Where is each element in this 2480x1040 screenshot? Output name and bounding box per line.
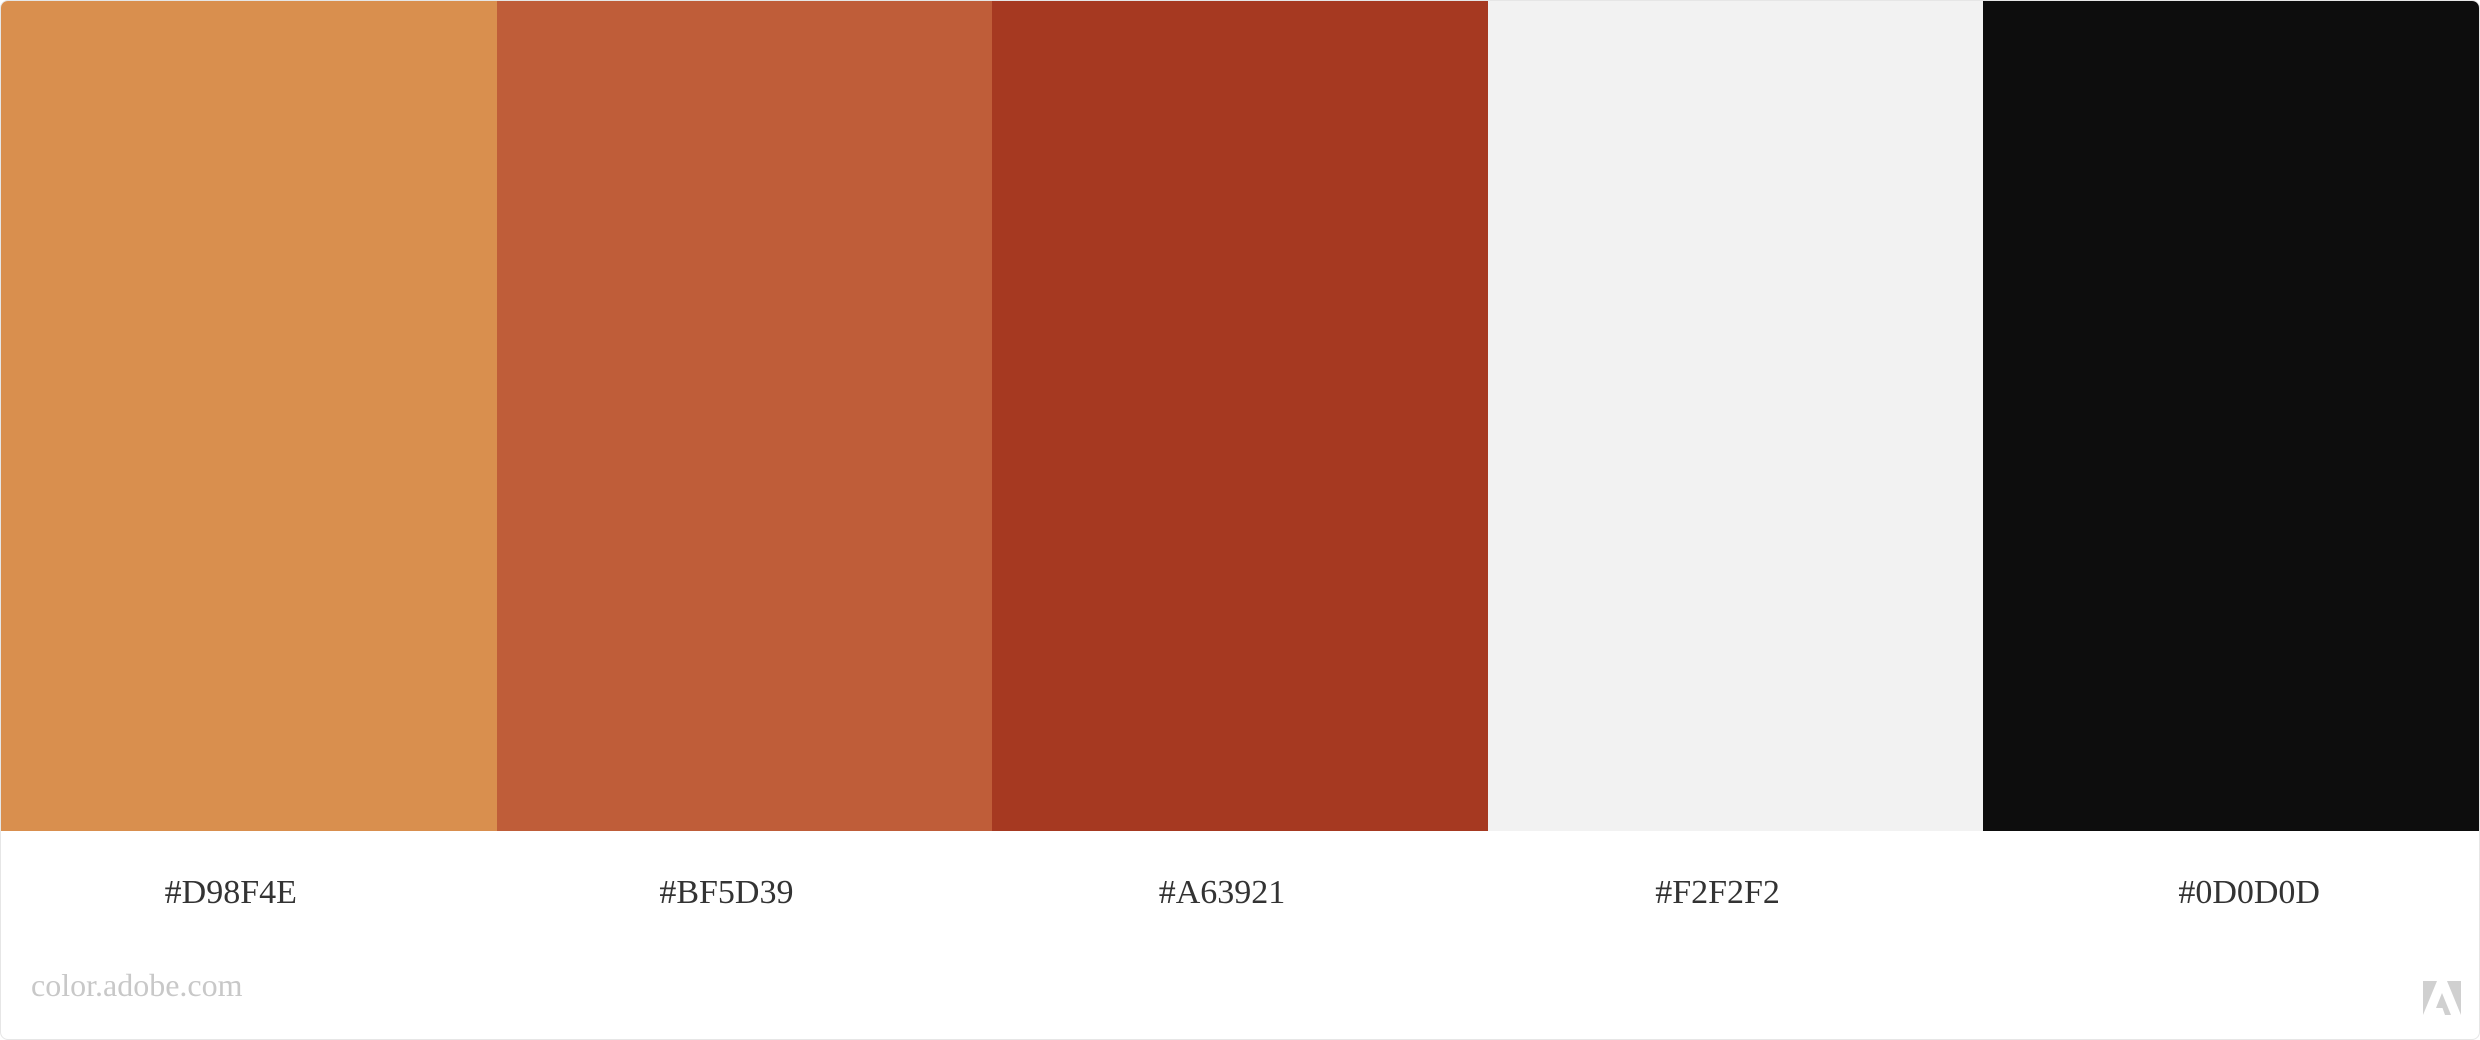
swatch-row — [1, 1, 2479, 831]
color-swatch-1[interactable] — [1, 1, 497, 831]
adobe-logo-icon — [2423, 981, 2461, 1015]
hex-label-2: #BF5D39 — [659, 874, 794, 911]
site-watermark: color.adobe.com — [31, 967, 243, 1003]
color-swatch-5[interactable] — [1983, 1, 2479, 831]
color-swatch-3[interactable] — [992, 1, 1488, 831]
hex-label-4: #F2F2F2 — [1655, 874, 1780, 911]
color-swatch-2[interactable] — [496, 1, 993, 831]
hex-label-1: #D98F4E — [164, 874, 297, 911]
adobe-logo-right-shape — [2447, 981, 2461, 1015]
adobe-logo-center-shape — [2436, 993, 2451, 1015]
hex-label-5: #0D0D0D — [2178, 874, 2320, 911]
color-swatch-4[interactable] — [1487, 1, 1984, 831]
hex-label-3: #A63921 — [1158, 874, 1286, 911]
adobe-logo-left-shape — [2423, 981, 2437, 1015]
hex-label-row: #D98F4E #BF5D39 #A63921 #F2F2F2 #0D0D0D — [1, 831, 2479, 951]
